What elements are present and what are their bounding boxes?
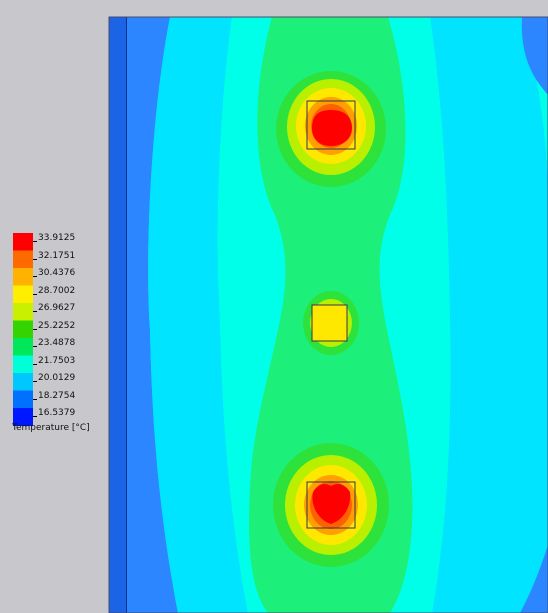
legend-tick bbox=[33, 346, 37, 347]
legend-value-label: 33.9125 bbox=[38, 233, 76, 243]
legend-title: Temperature [°C] bbox=[12, 423, 90, 433]
legend-value-label: 28.7002 bbox=[38, 285, 76, 296]
legend-value-label: 16.5379 bbox=[38, 408, 76, 418]
legend-swatch bbox=[13, 373, 33, 391]
hotspot-top-core bbox=[312, 110, 352, 146]
legend-swatch bbox=[13, 338, 33, 356]
legend-value-label: 21.7503 bbox=[38, 355, 76, 366]
legend-tick bbox=[33, 381, 37, 382]
legend-tick bbox=[33, 398, 37, 400]
legend-swatch bbox=[13, 320, 33, 339]
legend-tick bbox=[33, 293, 37, 295]
chip-outline-top bbox=[306, 100, 356, 150]
legend-tick bbox=[33, 363, 37, 365]
contour-band-blue-right-top bbox=[521, 17, 548, 95]
contour-band-blue-right-bottom bbox=[520, 545, 548, 613]
legend-swatch bbox=[13, 285, 33, 304]
legend-tick bbox=[33, 328, 37, 330]
legend-value-label: 25.2252 bbox=[38, 320, 76, 331]
left-edge-strip bbox=[109, 17, 127, 613]
legend-value-label: 20.0129 bbox=[38, 373, 76, 383]
legend-value-label: 30.4376 bbox=[38, 268, 76, 278]
chip-outline-bottom bbox=[306, 481, 356, 529]
legend-tick bbox=[33, 258, 37, 260]
legend-swatch bbox=[13, 233, 33, 251]
legend-swatch bbox=[13, 268, 33, 286]
legend-value-label: 18.2754 bbox=[38, 390, 76, 401]
legend-value-label: 23.4878 bbox=[38, 338, 76, 348]
contour-band-cyan-right bbox=[430, 17, 548, 613]
legend-colorbar bbox=[13, 233, 33, 426]
contour-field bbox=[108, 16, 548, 613]
legend-tick bbox=[33, 416, 37, 417]
legend-value-label: 26.9627 bbox=[38, 303, 76, 313]
chip-outline-middle bbox=[311, 304, 348, 342]
legend-tick bbox=[33, 311, 37, 312]
legend-tick bbox=[33, 241, 37, 242]
legend-tick bbox=[33, 276, 37, 277]
legend-swatch bbox=[13, 408, 33, 426]
legend-swatch bbox=[13, 355, 33, 374]
legend-swatch bbox=[13, 390, 33, 409]
plot-border bbox=[108, 16, 548, 613]
legend-swatch bbox=[13, 303, 33, 321]
contour-band-blue bbox=[127, 17, 178, 613]
hotspot-middle-core bbox=[312, 305, 347, 341]
legend-swatch bbox=[13, 250, 33, 269]
legend-value-label: 32.1751 bbox=[38, 250, 76, 261]
contour-band-cyan-left bbox=[148, 17, 248, 613]
hotspot-bottom-core bbox=[312, 484, 351, 524]
